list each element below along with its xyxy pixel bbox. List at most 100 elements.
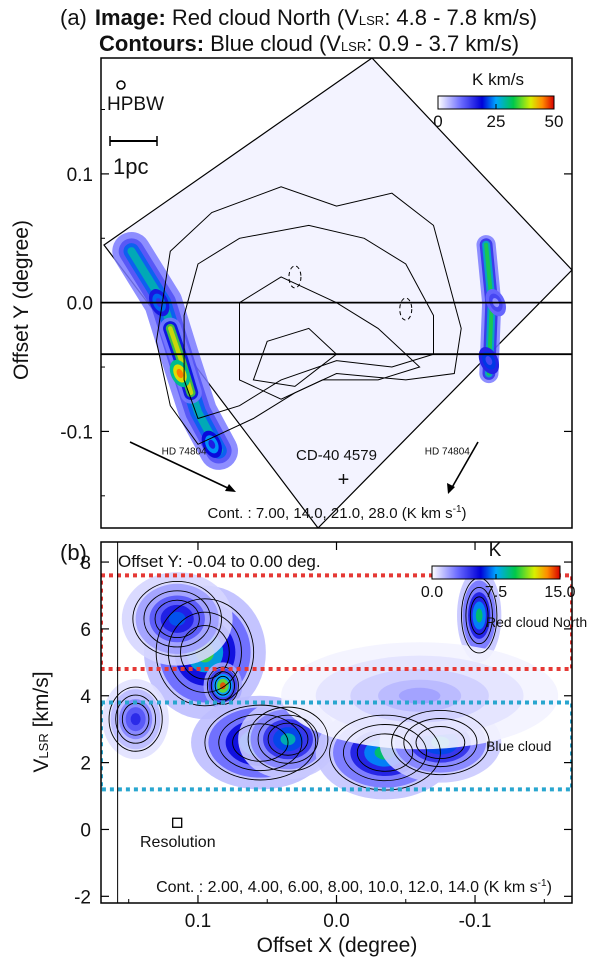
pv-emission: [219, 682, 226, 690]
map-footprint: [103, 58, 572, 528]
panel-a-y-ticks: 0.1 0.0 -0.1: [60, 109, 572, 497]
star-marker: +: [338, 469, 350, 491]
y-tick-label: -2: [74, 887, 91, 908]
pv-emission: [398, 687, 441, 704]
pv-emission-image: [102, 568, 559, 800]
pv-emission: [475, 608, 483, 623]
pv-contour: [108, 686, 163, 752]
emission-peak: [485, 356, 493, 366]
pv-contour: [218, 714, 303, 772]
velocity-box-label: Blue cloud: [486, 738, 551, 754]
pv-emission: [168, 611, 186, 626]
panel-a-title-line1: (a) Image: Red cloud North (VLSR: 4.8 - 7.…: [60, 5, 537, 30]
panel-b-x-axis-label: Offset X (degree): [257, 934, 418, 957]
annotations: HD 74804 HD 74804 CD-40 4579: [162, 447, 471, 464]
panel-b-x-ticks: 0.1 0.0 -0.1: [128, 542, 545, 932]
pv-contour: [167, 611, 242, 693]
y-tick-label: 6: [80, 620, 91, 641]
contour-lines: [155, 186, 462, 445]
panel-b: (b) Offset Y: -0.04 to 0.00 deg. K 0.0 7.…: [30, 540, 587, 957]
negative-contour: [288, 265, 302, 289]
resolution-label: Resolution: [140, 834, 216, 851]
pv-contour: [143, 590, 211, 648]
contour-level-21: [239, 276, 421, 400]
x-tick-label: 0.1: [185, 911, 211, 932]
y-tick-label: 0.0: [67, 294, 93, 315]
contour-level-28: [252, 327, 338, 387]
velocity-box-labels: Red cloud North Blue cloud: [486, 614, 587, 754]
contour-level-7: [155, 186, 462, 445]
pv-contour: [204, 704, 317, 781]
pv-emission: [130, 713, 141, 726]
annotation-arrow-right-head: [447, 483, 455, 494]
panel-a-y-axis-label: Offset Y (degree): [10, 220, 33, 380]
hd-star-label: HD 74804: [162, 447, 207, 458]
panel-a-title-line2: Contours: Blue cloud (VLSR: 0.9 - 3.7 km/…: [99, 31, 519, 56]
panel-a-contour-levels: Cont. : 7.00, 14.0, 21.0, 28.0 (K km s-1…: [207, 504, 466, 522]
pv-contour: [257, 714, 319, 764]
annotation-arrow-left: [129, 441, 233, 491]
y-tick-label: 8: [80, 553, 91, 574]
pv-contour: [267, 722, 309, 756]
colorbar-b-ticks: 0.0 7.5 15.0: [421, 574, 576, 601]
panel-a: 0.1 0.0 -0.1 Offset Y (degree) HPBW 1pc K …: [10, 57, 573, 529]
pv-contour-lines: [108, 577, 498, 791]
pv-contour: [214, 675, 232, 696]
emission-peak: [208, 439, 216, 449]
y-tick-label: 0: [80, 820, 91, 841]
pv-contour: [356, 733, 414, 772]
x-tick-label: -0.1: [459, 911, 492, 932]
pv-contour: [469, 596, 489, 635]
x-tick-label: 0.0: [323, 911, 349, 932]
panel-b-label: (b): [60, 540, 87, 565]
panel-b-subtitle: Offset Y: -0.04 to 0.00 deg.: [118, 552, 321, 571]
colorbar-b-tick-label: 0.0: [421, 584, 443, 601]
panel-b-contour-levels: Cont. : 2.00, 4.00, 6.00, 8.00, 10.0, 12…: [156, 878, 552, 896]
colorbar-a-label: K km/s: [472, 70, 524, 89]
emission-peak: [176, 368, 184, 379]
colorbar-a-ticks: 0 25 50: [433, 104, 563, 131]
panel-a-frame: [100, 57, 573, 529]
annotation-arrow-right: [449, 441, 479, 492]
pv-contour: [154, 599, 200, 639]
resolution-marker: [172, 817, 183, 828]
panel-b-y-ticks: 8 6 4 2 0 -2: [74, 553, 572, 908]
velocity-box-0: [101, 573, 572, 672]
scale-bar-label: 1pc: [113, 154, 148, 179]
pv-contour: [132, 580, 222, 657]
y-tick-label: 2: [80, 754, 91, 775]
colorbar-b-tick-label: 7.5: [485, 584, 507, 601]
colorbar-b-tick-label: 15.0: [544, 584, 575, 601]
pv-contour: [232, 723, 289, 762]
hd-star-label: HD 74804: [425, 447, 470, 458]
velocity-box-1: [101, 700, 572, 792]
colorbar-a-tick-label: 0: [433, 112, 442, 131]
velocity-boxes: [101, 573, 572, 792]
pv-contour: [206, 666, 239, 705]
strip-lines: [101, 301, 572, 356]
y-tick-label: -0.1: [60, 422, 93, 443]
pv-contour: [391, 710, 490, 776]
pv-contour: [342, 724, 427, 782]
star-name-label: CD-40 4579: [296, 447, 377, 464]
contour-level-14: [183, 224, 434, 420]
pv-contour: [210, 671, 235, 701]
pv-contour: [180, 625, 230, 680]
colorbar-a-tick-label: 25: [487, 112, 506, 131]
negative-contour: [399, 297, 413, 321]
annotation-arrow-left-head: [225, 484, 236, 492]
pv-contour: [247, 706, 329, 772]
hpbw-label: HPBW: [107, 94, 164, 115]
y-tick-label: 4: [80, 687, 91, 708]
colorbar-b-label: K: [489, 540, 502, 561]
panel-b-y-axis-label: VLSR [km/s]: [30, 671, 53, 772]
pv-contour: [403, 718, 478, 768]
pv-contour: [115, 694, 157, 744]
colorbar-a-tick-label: 50: [545, 112, 564, 131]
y-tick-label: 0.1: [67, 165, 93, 186]
hpbw-beam-marker: [116, 80, 126, 90]
pv-contour: [465, 587, 493, 645]
pv-contour: [415, 726, 466, 760]
velocity-box-label: Red cloud North: [486, 614, 587, 630]
